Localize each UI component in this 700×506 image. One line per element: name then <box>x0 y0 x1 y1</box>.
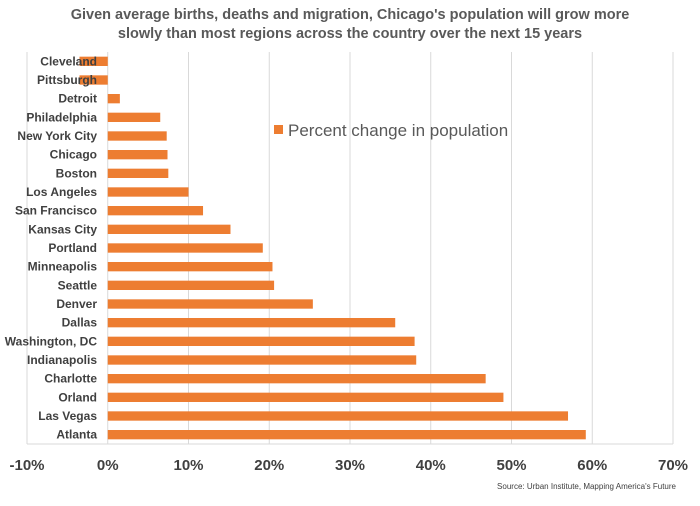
category-label: Dallas <box>62 316 98 330</box>
legend-label: Percent change in population <box>288 121 508 140</box>
bar <box>107 336 415 346</box>
category-label: Los Angeles <box>26 185 97 199</box>
bar <box>107 262 273 272</box>
category-label: Indianapolis <box>27 353 97 367</box>
x-tick-labels: -10% 0% 10% 20% 30% 40% 50% 60% 70% <box>9 457 688 474</box>
bars <box>79 56 586 440</box>
category-label: Minneapolis <box>28 260 98 274</box>
bar <box>107 374 486 384</box>
category-label: Washington, DC <box>5 334 98 348</box>
bar <box>107 280 275 290</box>
category-label: Detroit <box>58 92 97 106</box>
category-label: Denver <box>56 297 97 311</box>
category-label: Kansas City <box>28 222 97 236</box>
bar <box>107 318 396 328</box>
bar <box>107 411 569 421</box>
x-tick-label: -10% <box>9 457 44 474</box>
category-labels: Cleveland Pittsburgh Detroit Philadelphia Ne… <box>5 54 98 441</box>
chart-title-line: Given average births, deaths and migrati… <box>70 7 630 23</box>
category-label: Pittsburgh <box>37 73 97 87</box>
category-label: Portland <box>48 241 97 255</box>
category-label: Cleveland <box>40 54 97 68</box>
bar <box>107 430 586 440</box>
bar <box>107 187 189 197</box>
x-tick-label: 50% <box>496 457 526 474</box>
bar <box>107 131 167 141</box>
category-label: Charlotte <box>44 372 97 386</box>
legend-swatch <box>274 125 283 134</box>
x-tick-label: 60% <box>577 457 607 474</box>
chart-title: Given average births, deaths and migrati… <box>40 6 660 44</box>
category-label: Boston <box>56 166 97 180</box>
category-label: Philadelphia <box>26 110 97 124</box>
bar <box>79 56 108 66</box>
bar <box>107 150 168 160</box>
bar <box>107 299 313 309</box>
category-label: New York City <box>17 129 97 143</box>
category-label: Chicago <box>50 148 97 162</box>
x-tick-label: 0% <box>97 457 119 474</box>
bar <box>107 243 263 253</box>
category-label: San Francisco <box>15 204 97 218</box>
bar <box>107 355 417 365</box>
x-tick-label: 20% <box>254 457 284 474</box>
x-tick-label: 30% <box>335 457 365 474</box>
bar <box>107 168 169 178</box>
chart-title-line: slowly than most regions across the coun… <box>117 26 583 42</box>
bar <box>79 75 108 85</box>
category-label: Las Vegas <box>38 409 97 423</box>
bar <box>107 392 504 402</box>
source-note: Source: Urban Institute, Mapping America… <box>497 482 676 491</box>
legend: Percent change in population <box>274 121 508 140</box>
category-label: Atlanta <box>56 428 97 442</box>
bar <box>107 206 204 216</box>
bar <box>107 94 120 104</box>
x-tick-label: 40% <box>416 457 446 474</box>
bar <box>107 112 161 122</box>
category-label: Seattle <box>58 278 98 292</box>
category-label: Orland <box>58 390 97 404</box>
bar <box>107 224 231 234</box>
x-tick-label: 10% <box>173 457 203 474</box>
x-tick-label: 70% <box>658 457 688 474</box>
